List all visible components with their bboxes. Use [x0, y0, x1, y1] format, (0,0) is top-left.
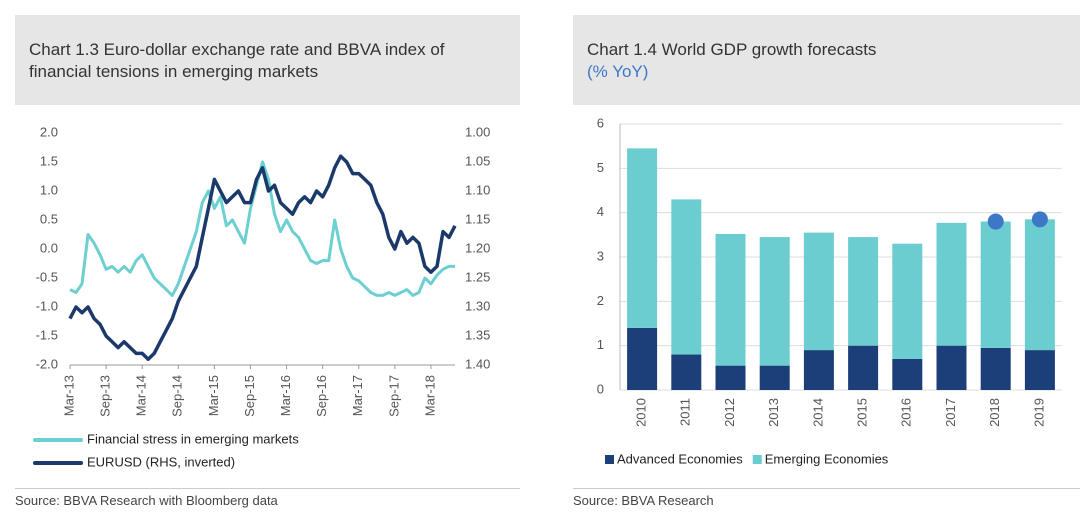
- forecast-marker: [1031, 211, 1048, 228]
- bar-segment: [1024, 219, 1055, 351]
- y-tick-label: -0.5: [36, 269, 58, 284]
- x-tick-label: Sep-13: [98, 375, 113, 417]
- y-tick-label: 1.5: [40, 153, 58, 168]
- y2-tick-label: 1.05: [465, 153, 490, 168]
- bar-segment: [759, 237, 790, 366]
- chart: 2.0 1.5 1.0 0.5 0.0 -0.5 -1.0 -1.5 -2.0 1.00 1.05 1…: [33, 124, 490, 469]
- series-line: [68, 154, 457, 361]
- legend-swatch: [752, 455, 762, 464]
- chart-subtitle: (% YoY): [587, 62, 649, 81]
- x-tick-label: 2015: [855, 398, 870, 427]
- bar-segment: [627, 148, 658, 328]
- x-tick-label: 2012: [722, 398, 737, 427]
- y-tick-label: 1: [597, 337, 604, 352]
- x-tick-label: 2019: [1031, 398, 1046, 427]
- y2-tick-label: 1.25: [465, 269, 490, 284]
- x-tick-label: Mar-18: [422, 375, 437, 416]
- bar-segment: [1024, 350, 1055, 390]
- bar-segment: [980, 347, 1011, 390]
- x-tick-label: Sep-14: [170, 375, 185, 417]
- legend-label: EURUSD (RHS, inverted): [87, 454, 235, 469]
- forecast-marker: [987, 213, 1004, 230]
- x-tick-label: 2011: [678, 398, 693, 426]
- bar-segment: [803, 350, 834, 390]
- y-tick-label: 5: [597, 160, 604, 175]
- bar-segment: [803, 232, 834, 351]
- y-tick-label: 2: [597, 293, 604, 308]
- chart-title: Chart 1.3 Euro-dollar exchange rate and …: [15, 15, 520, 105]
- x-tick-label: Mar-17: [350, 375, 365, 416]
- bar-segment: [848, 237, 879, 346]
- y2-tick-label: 1.15: [465, 211, 490, 226]
- y2-tick-label: 1.00: [465, 124, 490, 139]
- y2-tick-label: 1.30: [465, 298, 490, 313]
- header: Chart 1.4 World GDP growth forecasts (% …: [573, 15, 1080, 105]
- y-tick-label: 2.0: [40, 124, 58, 139]
- legend-swatch: [605, 455, 614, 464]
- x-tick-label: Sep-15: [242, 375, 257, 417]
- y2-tick-label: 1.40: [465, 356, 490, 371]
- series-line: [69, 160, 455, 297]
- bar-segment: [892, 243, 923, 359]
- y-tick-label: 4: [597, 204, 604, 219]
- bar-segment: [759, 365, 790, 390]
- x-tick-label: Sep-16: [314, 375, 329, 417]
- legend-label: Emerging Economies: [765, 451, 889, 466]
- y-tick-label: 1.0: [40, 182, 58, 197]
- chart: 0 1 2 3 4 5 6 2010 2011 2012 2013 2014 2015 2016 2017 2…: [597, 115, 1062, 466]
- source: Source: BBVA Research: [573, 488, 1080, 508]
- y-tick-label: 6: [597, 115, 604, 130]
- y2-tick-label: 1.35: [465, 327, 490, 342]
- y-tick-label: 0: [597, 381, 604, 396]
- bar-segment: [715, 365, 746, 390]
- y2-tick-label: 1.20: [465, 240, 490, 255]
- legend-label: Financial stress in emerging markets: [87, 431, 299, 446]
- y-tick-label: 0.5: [40, 211, 58, 226]
- source: Source: BBVA Research with Bloomberg dat…: [15, 488, 520, 508]
- bar-segment: [936, 345, 967, 390]
- x-tick-label: 2018: [987, 398, 1002, 427]
- x-tick-label: Mar-15: [206, 375, 221, 416]
- bar-segment: [627, 327, 658, 390]
- x-tick-label: Mar-16: [278, 375, 293, 416]
- bar-segment: [980, 221, 1011, 348]
- bar-segment: [936, 222, 967, 346]
- x-tick-label: Mar-13: [61, 375, 76, 416]
- y-tick-label: 0.0: [40, 240, 58, 255]
- x-tick-label: Sep-17: [386, 375, 401, 417]
- chart-title: Chart 1.4 World GDP growth forecasts: [587, 40, 877, 59]
- x-tick-label: Mar-14: [134, 375, 149, 416]
- y-tick-label: -1.0: [36, 298, 58, 313]
- bar-segment: [671, 354, 702, 390]
- x-tick-label: 2016: [899, 398, 914, 427]
- y2-tick-label: 1.10: [465, 182, 490, 197]
- y-tick-label: -2.0: [36, 356, 58, 371]
- bar-segment: [715, 233, 746, 366]
- y-tick-label: 3: [597, 248, 604, 263]
- legend-label: Advanced Economies: [617, 451, 743, 466]
- x-tick-label: 2010: [634, 398, 649, 427]
- x-tick-label: 2014: [810, 398, 825, 427]
- bar-segment: [671, 199, 702, 355]
- x-tick-label: 2017: [943, 398, 958, 427]
- bar-segment: [848, 345, 879, 390]
- bar-segment: [892, 358, 923, 390]
- x-tick-label: 2013: [766, 398, 781, 427]
- y-tick-label: -1.5: [36, 327, 58, 342]
